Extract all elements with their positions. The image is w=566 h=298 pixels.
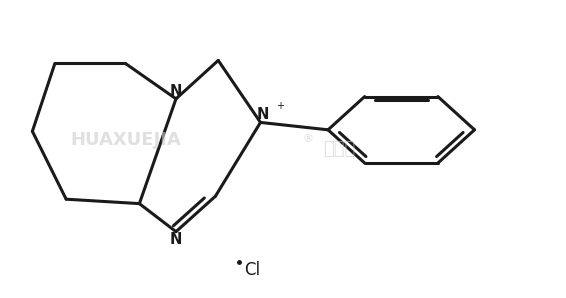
Text: N: N [257, 107, 269, 122]
Text: HUAXUEJIA: HUAXUEJIA [70, 131, 181, 149]
Text: Cl: Cl [244, 261, 260, 279]
Text: N: N [170, 232, 182, 247]
Text: 化学加: 化学加 [323, 140, 355, 158]
Text: ®: ® [303, 134, 314, 144]
Text: N: N [170, 84, 182, 99]
Text: +: + [276, 101, 284, 111]
